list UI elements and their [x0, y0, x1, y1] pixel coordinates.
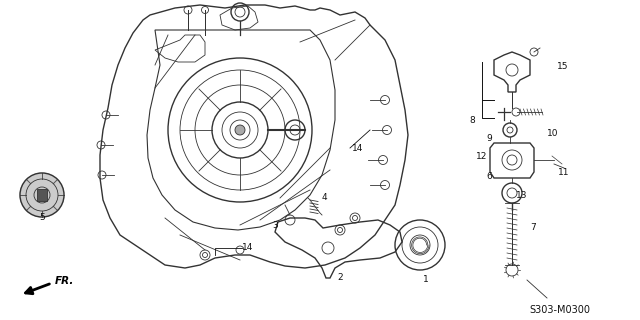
Circle shape [235, 125, 245, 135]
Text: 12: 12 [476, 151, 487, 161]
Text: 1: 1 [423, 276, 429, 284]
Text: 10: 10 [547, 129, 559, 138]
Text: 8: 8 [469, 116, 475, 124]
Text: 9: 9 [486, 133, 492, 142]
Text: 14: 14 [352, 143, 364, 153]
Text: 14: 14 [242, 244, 253, 252]
Text: 11: 11 [558, 167, 570, 177]
Bar [37, 189, 47, 201]
Text: 3: 3 [272, 220, 278, 229]
Text: 15: 15 [557, 61, 568, 70]
Polygon shape [20, 173, 64, 217]
Text: 4: 4 [322, 194, 328, 203]
Text: 6: 6 [486, 172, 492, 180]
Text: 13: 13 [516, 191, 527, 201]
Text: 5: 5 [39, 212, 45, 221]
Text: 7: 7 [530, 223, 536, 233]
Text: FR.: FR. [55, 276, 74, 286]
Text: S303-M0300: S303-M0300 [529, 305, 590, 315]
Text: 2: 2 [337, 274, 343, 283]
